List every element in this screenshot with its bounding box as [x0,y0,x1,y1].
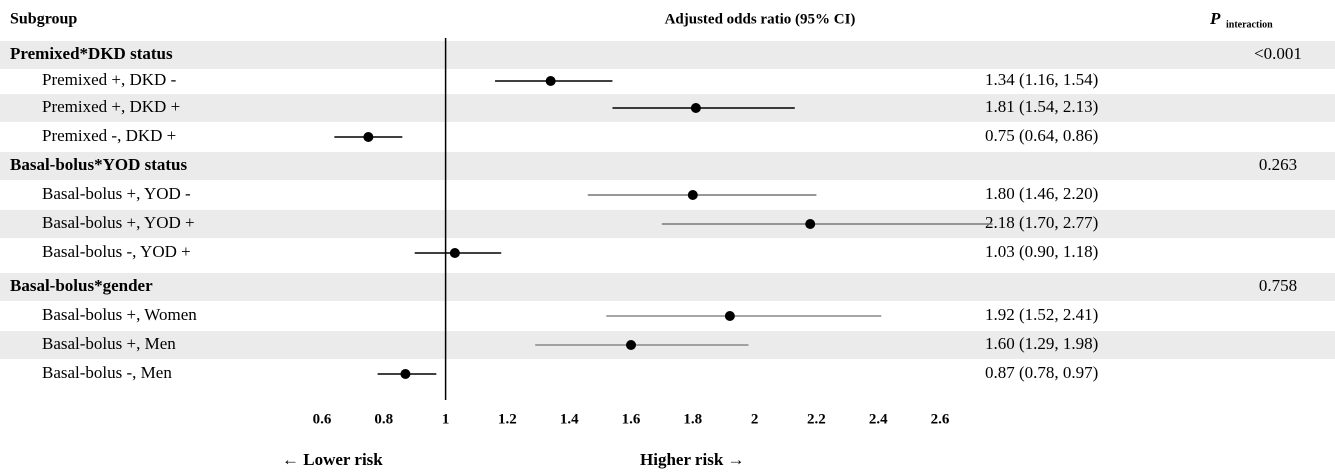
point-estimate [724,311,735,321]
row-label: Premixed +, DKD - [42,70,177,89]
row-label: Basal-bolus +, YOD + [42,213,195,232]
x-tick-label: 1.4 [560,411,579,427]
row-label: Premixed -, DKD + [42,126,176,145]
x-tick-label: 1 [442,411,450,427]
row-band [0,152,1335,180]
row-label: Basal-bolus +, Women [42,305,197,324]
point-estimate [400,369,411,379]
x-tick-label: 2.4 [869,411,888,427]
ci-label: 1.80 (1.46, 2.20) [985,184,1098,203]
point-estimate [805,219,816,229]
x-tick-label: 1.6 [622,411,641,427]
x-tick-label: 2.6 [931,411,950,427]
group-label: Basal-bolus*YOD status [10,155,188,174]
x-tick-label: 2 [751,411,759,427]
p-header-sub: interaction [1226,19,1273,30]
point-estimate [363,132,374,142]
row-label: Premixed +, DKD + [42,97,180,116]
x-tick-label: 1.2 [498,411,517,427]
bands [0,41,1335,359]
point-estimate [545,76,556,86]
x-tick-label: 0.8 [374,411,393,427]
p-value: <0.001 [1254,44,1302,63]
row-band [0,273,1335,301]
row-label: Basal-bolus -, Men [42,363,172,382]
x-tick-label: 2.2 [807,411,826,427]
ci-label: 2.18 (1.70, 2.77) [985,213,1098,232]
ci-label: 0.75 (0.64, 0.86) [985,126,1098,145]
row-band [0,41,1335,69]
ci-label: 1.92 (1.52, 2.41) [985,305,1098,324]
row-label: Basal-bolus +, Men [42,334,176,353]
subgroup-header: Subgroup [10,11,77,28]
estimate-header: Adjusted odds ratio (95% CI) [665,11,856,27]
group-label: Premixed*DKD status [10,44,173,63]
point-estimate [449,248,460,258]
ci-label: 0.87 (0.78, 0.97) [985,363,1098,382]
x-tick-label: 0.6 [313,411,332,427]
ci-label: 1.81 (1.54, 2.13) [985,97,1098,116]
lower-risk-label: ← Lower risk [282,450,383,469]
row-label: Basal-bolus -, YOD + [42,242,191,261]
x-tick-label: 1.8 [683,411,702,427]
plot: Premixed*DKD status <0.001 Premixed +, DKD… [10,38,1302,427]
higher-risk-label: Higher risk → [640,450,745,469]
point-estimate [687,190,698,200]
p-value: 0.263 [1259,155,1297,174]
row-label: Basal-bolus +, YOD - [42,184,191,203]
ci-label: 1.34 (1.16, 1.54) [985,70,1098,89]
ci-label: 1.60 (1.29, 1.98) [985,334,1098,353]
point-estimate [690,103,701,113]
ci-label: 1.03 (0.90, 1.18) [985,242,1098,261]
point-estimate [626,340,636,350]
p-value: 0.758 [1259,276,1297,295]
group-label: Basal-bolus*gender [10,276,153,295]
p-header: P [1209,9,1221,28]
